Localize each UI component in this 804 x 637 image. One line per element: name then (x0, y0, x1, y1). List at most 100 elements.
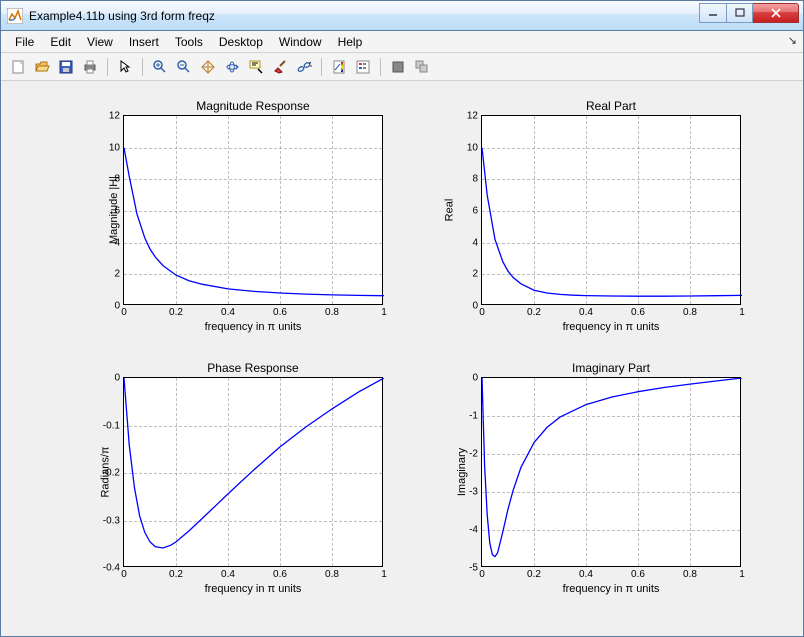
brush-button[interactable] (269, 56, 291, 78)
ytick-label: 12 (467, 111, 482, 122)
rotate3d-icon (224, 59, 240, 75)
ytick-label: -3 (469, 487, 482, 498)
ytick-label: 6 (472, 206, 482, 217)
subplot-title: Imaginary Part (481, 361, 741, 375)
xtick-label: 0.6 (273, 566, 287, 580)
subplot-title: Phase Response (123, 361, 383, 375)
close-button[interactable] (753, 3, 799, 23)
xtick-label: 0.2 (527, 304, 541, 318)
menu-window[interactable]: Window (271, 33, 330, 51)
ytick-label: -2 (469, 449, 482, 460)
ytick-label: -1 (469, 411, 482, 422)
hide-button[interactable] (387, 56, 409, 78)
xtick-label: 1 (381, 304, 387, 318)
axes[interactable]: Real02468101200.20.40.60.81 (481, 115, 741, 305)
xtick-label: 0.8 (683, 566, 697, 580)
print-button[interactable] (79, 56, 101, 78)
open-button[interactable] (31, 56, 53, 78)
toolbar (1, 53, 803, 81)
xtick-label: 0.2 (169, 566, 183, 580)
new-button[interactable] (7, 56, 29, 78)
subplot-magnitude: Magnitude Response Magnitude |H|024681012… (123, 99, 383, 333)
ytick-label: -4 (469, 525, 482, 536)
plot-line (124, 116, 384, 306)
pointer-button[interactable] (114, 56, 136, 78)
ytick-label: 4 (114, 237, 124, 248)
ytick-label: 2 (472, 269, 482, 280)
colorbar-button[interactable] (328, 56, 350, 78)
xtick-label: 0 (479, 304, 485, 318)
plot-line (482, 378, 742, 568)
menu-help[interactable]: Help (330, 33, 371, 51)
rotate3d-button[interactable] (221, 56, 243, 78)
xtick-label: 0.2 (527, 566, 541, 580)
hide-icon (390, 59, 406, 75)
xlabel: frequency in π units (481, 583, 741, 595)
xlabel: frequency in π units (481, 321, 741, 333)
brush-icon (272, 59, 288, 75)
matlab-icon (7, 8, 23, 24)
titlebar: Example4.11b using 3rd form freqz (1, 1, 803, 31)
xtick-label: 0.8 (683, 304, 697, 318)
xtick-label: 0.8 (325, 304, 339, 318)
close-icon (770, 8, 782, 18)
xlabel: frequency in π units (123, 321, 383, 333)
ytick-label: 10 (109, 142, 124, 153)
colorbar-icon (331, 59, 347, 75)
toolbar-separator (142, 58, 143, 76)
xtick-label: 0.4 (221, 304, 235, 318)
axes[interactable]: Imaginary-5-4-3-2-1000.20.40.60.81 (481, 377, 741, 567)
axes[interactable]: Radians/π-0.4-0.3-0.2-0.1000.20.40.60.81 (123, 377, 383, 567)
datacursor-icon (248, 59, 264, 75)
toolbar-separator (107, 58, 108, 76)
xtick-label: 1 (739, 304, 745, 318)
ytick-label: 10 (467, 142, 482, 153)
window-controls (699, 3, 799, 23)
axes[interactable]: Magnitude |H|02468101200.20.40.60.81 (123, 115, 383, 305)
xlabel: frequency in π units (123, 583, 383, 595)
zoom-in-button[interactable] (149, 56, 171, 78)
menu-tools[interactable]: Tools (167, 33, 211, 51)
ytick-label: 2 (114, 269, 124, 280)
menu-view[interactable]: View (79, 33, 121, 51)
xtick-label: 0.4 (221, 566, 235, 580)
ytick-label: 8 (114, 174, 124, 185)
xtick-label: 0 (121, 566, 127, 580)
ytick-label: 12 (109, 111, 124, 122)
link-icon (296, 59, 312, 75)
datacursor-button[interactable] (245, 56, 267, 78)
xtick-label: 1 (739, 566, 745, 580)
xtick-label: 0.4 (579, 566, 593, 580)
window-title: Example4.11b using 3rd form freqz (29, 9, 699, 23)
zoom-in-icon (152, 59, 168, 75)
menu-insert[interactable]: Insert (121, 33, 167, 51)
save-icon (58, 59, 74, 75)
show-button[interactable] (411, 56, 433, 78)
toolbar-separator (321, 58, 322, 76)
zoom-out-icon (176, 59, 192, 75)
subplot-real: Real PartReal02468101200.20.40.60.81freq… (481, 99, 741, 333)
menu-edit[interactable]: Edit (42, 33, 79, 51)
subplot-title: Magnitude Response (123, 99, 383, 113)
ylabel: Imaginary (456, 448, 468, 496)
dock-icon[interactable]: ↘ (788, 34, 797, 47)
print-icon (82, 59, 98, 75)
ytick-label: 0 (472, 373, 482, 384)
link-button[interactable] (293, 56, 315, 78)
zoom-out-button[interactable] (173, 56, 195, 78)
toolbar-separator (380, 58, 381, 76)
xtick-label: 0.6 (273, 304, 287, 318)
menu-file[interactable]: File (7, 33, 42, 51)
maximize-button[interactable] (727, 3, 753, 23)
menu-desktop[interactable]: Desktop (211, 33, 271, 51)
figure-area: Magnitude Response Magnitude |H|024681012… (1, 81, 803, 636)
legend-button[interactable] (352, 56, 374, 78)
show-icon (414, 59, 430, 75)
plot-line (124, 378, 384, 568)
minimize-button[interactable] (699, 3, 727, 23)
menubar: FileEditViewInsertToolsDesktopWindowHelp… (1, 31, 803, 53)
save-button[interactable] (55, 56, 77, 78)
pan-button[interactable] (197, 56, 219, 78)
figure-window: Example4.11b using 3rd form freqz FileEd… (0, 0, 804, 637)
maximize-icon (735, 8, 745, 18)
